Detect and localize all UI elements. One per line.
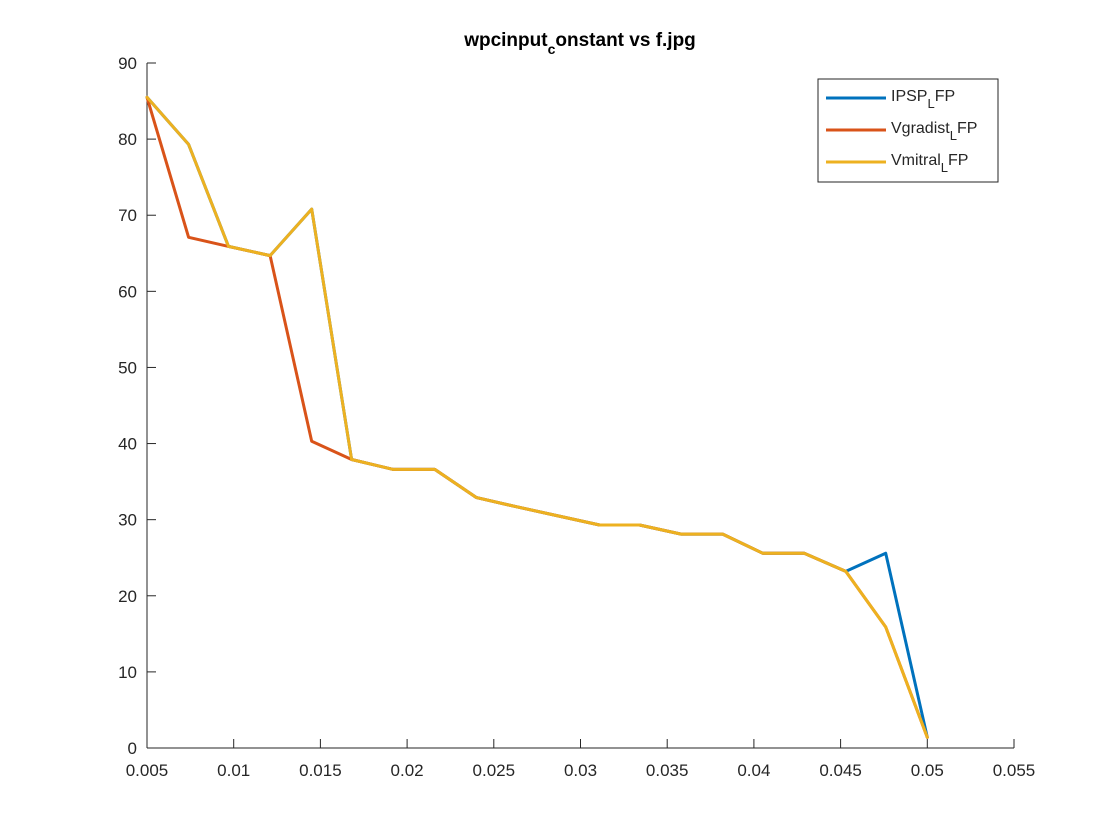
series-line-3 xyxy=(145,95,929,739)
legend-label-1: IPSPLFP xyxy=(891,88,955,111)
axes: 0.005 0.01 0.015 0.02 0.025 0.03 0.035 0.04 0.04… xyxy=(118,54,1035,780)
y-tick-label: 30 xyxy=(118,511,137,530)
x-tick-label: 0.035 xyxy=(646,761,689,780)
y-tick-label: 20 xyxy=(118,587,137,606)
x-tick-label: 0.015 xyxy=(299,761,342,780)
y-tick-label: 70 xyxy=(118,206,137,225)
y-tick-label: 80 xyxy=(118,130,137,149)
y-tick-label: 10 xyxy=(118,663,137,682)
legend-label-2: VgradistLFP xyxy=(891,120,977,143)
x-tick-label: 0.02 xyxy=(391,761,424,780)
y-tick-label: 90 xyxy=(118,54,137,73)
x-tick-label: 0.045 xyxy=(819,761,862,780)
x-tick-label: 0.05 xyxy=(911,761,944,780)
legend-label-3: VmitralLFP xyxy=(891,152,968,175)
legend: IPSPLFP VgradistLFP VmitralLFP xyxy=(817,78,999,183)
x-tick-label: 0.055 xyxy=(993,761,1036,780)
x-tick-label: 0.01 xyxy=(217,761,250,780)
chart-title: wpcinputconstant vs f.jpg xyxy=(463,30,696,57)
y-tick-label: 60 xyxy=(118,282,137,301)
series-layer xyxy=(145,95,929,739)
x-tick-label: 0.04 xyxy=(737,761,770,780)
x-tick-label: 0.03 xyxy=(564,761,597,780)
y-tick-label: 0 xyxy=(128,739,137,758)
y-tick-label: 40 xyxy=(118,435,137,454)
y-tick-label: 50 xyxy=(118,358,137,377)
x-tick-label: 0.005 xyxy=(126,761,169,780)
x-tick-label: 0.025 xyxy=(473,761,516,780)
